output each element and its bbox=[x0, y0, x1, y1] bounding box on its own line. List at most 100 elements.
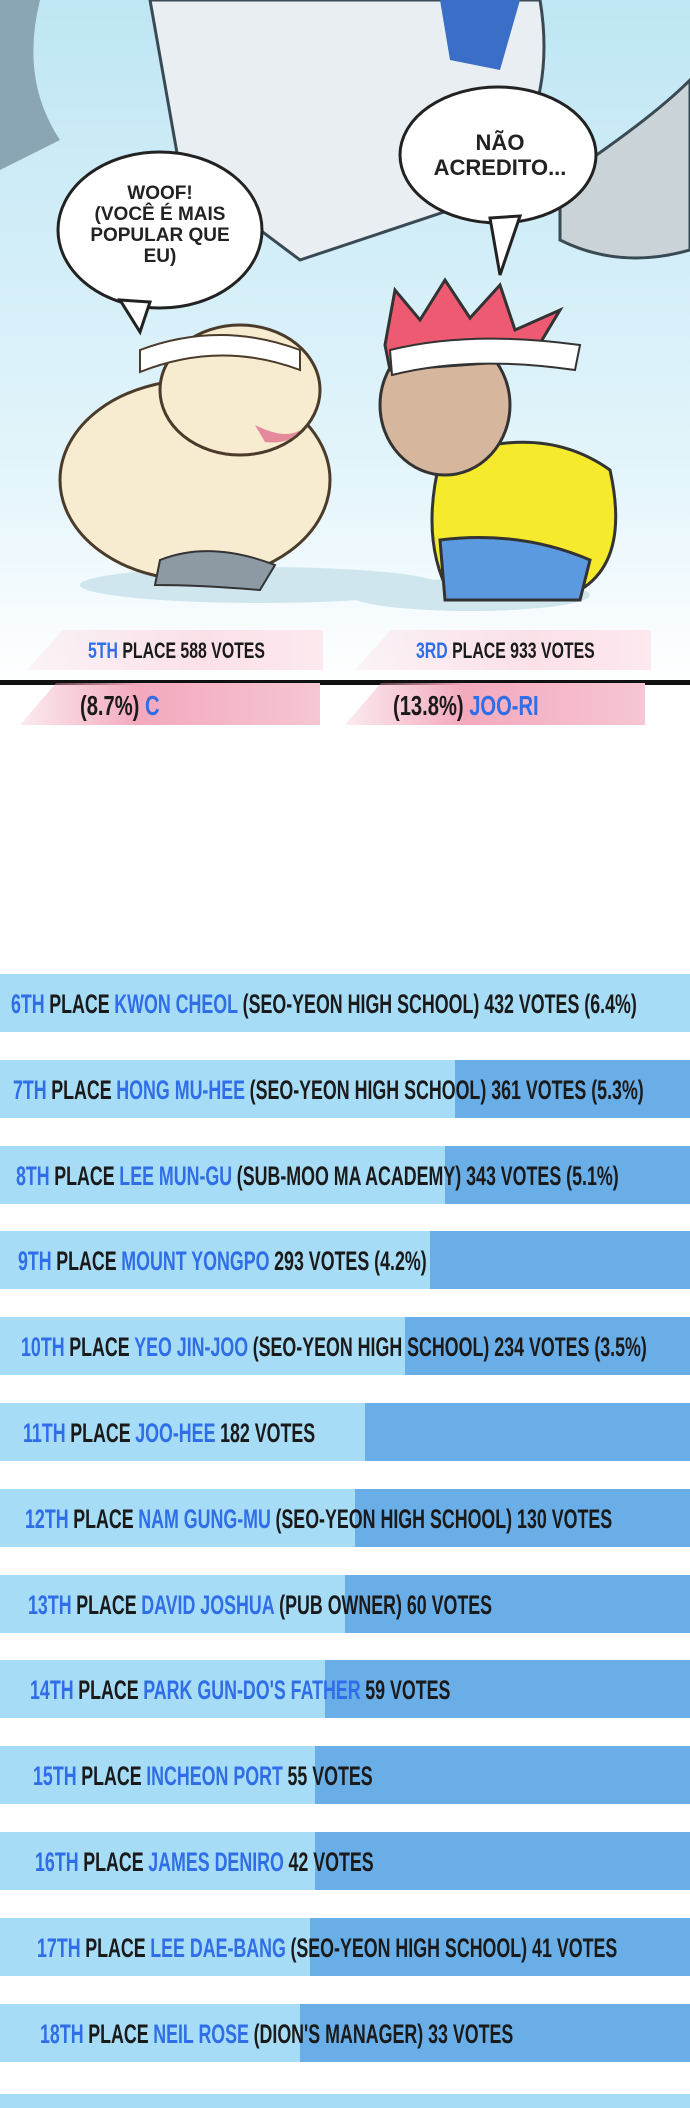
place: PLACE bbox=[56, 1246, 117, 1277]
row-shade bbox=[325, 1660, 690, 1719]
figure-jeans bbox=[440, 0, 520, 70]
bubble-tail bbox=[117, 298, 153, 336]
row-text: 6TH PLACE KWON CHEOL (SEO-YEON HIGH SCHOOL)… bbox=[11, 989, 641, 1020]
detail: (SEO-YEON HIGH SCHOOL) 234 VOTES (3.5%) bbox=[252, 1332, 647, 1363]
detail: 42 VOTES bbox=[288, 1847, 374, 1877]
place: PLACE bbox=[75, 1589, 137, 1620]
rank: 11TH bbox=[23, 1418, 66, 1448]
row-shade bbox=[445, 1145, 690, 1204]
ranking-row: 17TH PLACE LEE DAE-BANG (SEO-YEON HIGH SCHO… bbox=[0, 1917, 690, 1976]
rank: 3RD bbox=[416, 638, 448, 663]
place: PLACE bbox=[83, 1847, 144, 1877]
name: JOO-RI bbox=[469, 690, 539, 721]
place: PLACE bbox=[87, 2018, 149, 2049]
row-shade bbox=[455, 1059, 690, 1118]
name: JOO-HEE bbox=[135, 1418, 216, 1448]
detail: 182 VOTES bbox=[220, 1418, 316, 1448]
place: PLACE bbox=[51, 1074, 113, 1105]
name: NAM GUNG-MU bbox=[138, 1503, 272, 1534]
detail: (SUB-MOO MA ACADEMY) 343 VOTES (5.1%) bbox=[236, 1160, 619, 1191]
rank: 8TH bbox=[15, 1160, 50, 1191]
tag bbox=[355, 630, 651, 670]
name: KWON CHEOL bbox=[114, 989, 239, 1019]
row-shade bbox=[355, 1488, 690, 1547]
detail: (SEO-YEON HIGH SCHOOL) 432 VOTES (6.4%) bbox=[242, 989, 637, 1019]
detail: 59 VOTES bbox=[365, 1675, 451, 1706]
name: DAVID JOSHUA bbox=[141, 1589, 275, 1620]
row-shade bbox=[315, 1746, 690, 1805]
tag-label: 5TH PLACE 588 VOTES bbox=[88, 638, 265, 664]
row-text: 11TH PLACE JOO-HEE 182 VOTES bbox=[23, 1418, 320, 1449]
place: PLACE bbox=[49, 989, 110, 1019]
row-shade bbox=[405, 1317, 690, 1376]
tag bbox=[27, 630, 323, 670]
ranking-row: 16TH PLACE JAMES DENIRO 42 VOTES bbox=[0, 1832, 690, 1890]
ranking-row: 6TH PLACE KWON CHEOL (SEO-YEON HIGH SCHOOL)… bbox=[0, 974, 690, 1032]
name: LEE DAE-BANG bbox=[150, 1932, 287, 1963]
detail: 55 VOTES bbox=[287, 1761, 373, 1792]
rank: 15TH bbox=[32, 1761, 77, 1792]
rank: 6TH bbox=[11, 989, 45, 1019]
tag-label: (13.8%) JOO-RI bbox=[393, 690, 539, 722]
rank: 13TH bbox=[27, 1589, 72, 1620]
name: YEO JIN-JOO bbox=[133, 1332, 248, 1363]
bubble-line: EU) bbox=[143, 246, 177, 267]
row-shade bbox=[315, 1832, 690, 1890]
name: INCHEON PORT bbox=[145, 1761, 283, 1792]
ranking-row: 14TH PLACE PARK GUN-DO'S FATHER 59 VOTES bbox=[0, 1660, 690, 1719]
percent: (8.7%) bbox=[80, 690, 140, 721]
speech-bubble bbox=[56, 150, 264, 310]
row-text: 13TH PLACE DAVID JOSHUA (PUB OWNER) 60 VOTE… bbox=[28, 1590, 497, 1621]
bubble-text: WOOF! (VOCÊ É MAIS POPULAR QUE EU) bbox=[70, 183, 250, 267]
rank: 18TH bbox=[39, 2018, 84, 2049]
ranking-row: 15TH PLACE INCHEON PORT 55 VOTES bbox=[0, 1746, 690, 1805]
place: PLACE bbox=[68, 1332, 130, 1363]
bubble-tail bbox=[488, 214, 523, 276]
row-text: 12TH PLACE NAM GUNG-MU (SEO-YEON HIGH SCHOO… bbox=[25, 1504, 617, 1535]
percent: (13.8%) bbox=[393, 690, 464, 721]
name: JAMES DENIRO bbox=[148, 1847, 284, 1877]
rank: 12TH bbox=[25, 1503, 69, 1534]
bubble-line: POPULAR QUE bbox=[90, 225, 230, 246]
row-shade bbox=[365, 1403, 690, 1461]
ranking-row: 10TH PLACE YEO JIN-JOO (SEO-YEON HIGH SCHOO… bbox=[0, 1317, 690, 1376]
ranking-row: 9TH PLACE MOUNT YONGPO 293 VOTES (4.2%) bbox=[0, 1231, 690, 1290]
rank: 14TH bbox=[30, 1675, 74, 1706]
detail: (DION'S MANAGER) 33 VOTES bbox=[253, 2018, 514, 2049]
row-text: 16TH PLACE JAMES DENIRO 42 VOTES bbox=[35, 1847, 378, 1878]
detail: (SEO-YEON HIGH SCHOOL) 130 VOTES bbox=[275, 1503, 613, 1534]
ranking-row: 12TH PLACE NAM GUNG-MU (SEO-YEON HIGH SCHOO… bbox=[0, 1488, 690, 1547]
row-shade bbox=[300, 2003, 690, 2062]
votes: PLACE 588 VOTES bbox=[122, 638, 265, 663]
name: PARK GUN-DO'S FATHER bbox=[143, 1675, 361, 1706]
separator bbox=[0, 680, 690, 685]
rank: 17TH bbox=[37, 1932, 81, 1963]
row-text: 9TH PLACE MOUNT YONGPO 293 VOTES (4.2%) bbox=[18, 1246, 431, 1277]
dog-tongue bbox=[255, 425, 300, 443]
dog-toy bbox=[153, 550, 277, 592]
row-shade bbox=[310, 1917, 690, 1976]
tag bbox=[20, 683, 320, 725]
row-text: 18TH PLACE NEIL ROSE (DION'S MANAGER) 33 VO… bbox=[40, 2019, 518, 2050]
bubble-line: NÃO bbox=[475, 130, 525, 155]
row-shade bbox=[345, 1574, 690, 1633]
votes: PLACE 933 VOTES bbox=[452, 638, 595, 663]
ranking-row: 11TH PLACE JOO-HEE 182 VOTES bbox=[0, 1403, 690, 1461]
place: PLACE bbox=[80, 1761, 142, 1792]
headband bbox=[139, 334, 301, 374]
kid-shorts bbox=[438, 536, 592, 602]
detail: 293 VOTES (4.2%) bbox=[274, 1246, 427, 1277]
place: PLACE bbox=[73, 1503, 134, 1534]
rank: 16TH bbox=[35, 1847, 79, 1877]
name: C bbox=[144, 690, 160, 721]
rank: 7TH bbox=[13, 1074, 48, 1105]
detail: (PUB OWNER) 60 VOTES bbox=[278, 1589, 492, 1620]
rank: 5TH bbox=[88, 638, 118, 663]
row-text: 14TH PLACE PARK GUN-DO'S FATHER 59 VOTES bbox=[30, 1675, 455, 1706]
place: PLACE bbox=[85, 1932, 146, 1963]
name: MOUNT YONGPO bbox=[121, 1246, 270, 1277]
figure-part bbox=[0, 0, 60, 170]
name: LEE MUN-GU bbox=[119, 1160, 232, 1191]
bubble-line: WOOF! bbox=[127, 183, 193, 204]
